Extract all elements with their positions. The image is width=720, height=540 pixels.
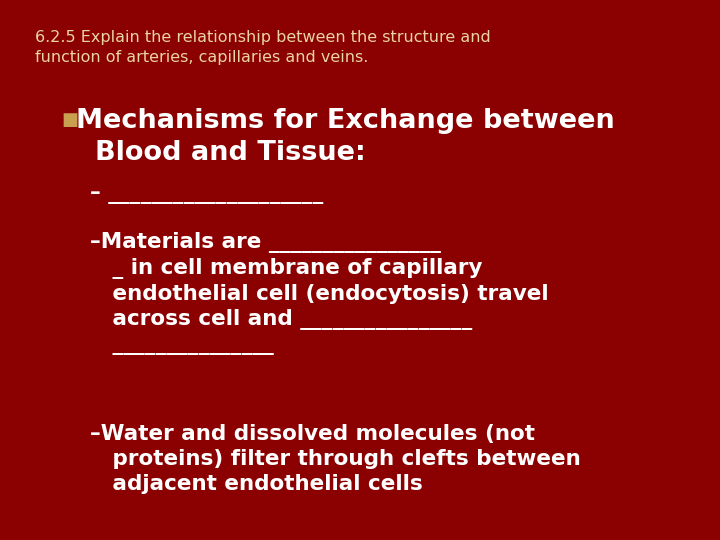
Text: 6.2.5 Explain the relationship between the structure and
function of arteries, c: 6.2.5 Explain the relationship between t… <box>35 30 490 65</box>
Text: Mechanisms for Exchange between
  Blood and Tissue:: Mechanisms for Exchange between Blood an… <box>76 108 614 166</box>
Text: –Materials are ________________
   _ in cell membrane of capillary
   endothelia: –Materials are ________________ _ in cel… <box>90 232 549 355</box>
Text: ■: ■ <box>61 111 78 129</box>
Text: – ____________________: – ____________________ <box>90 184 323 204</box>
Text: –Water and dissolved molecules (not
   proteins) filter through clefts between
 : –Water and dissolved molecules (not prot… <box>90 424 581 494</box>
